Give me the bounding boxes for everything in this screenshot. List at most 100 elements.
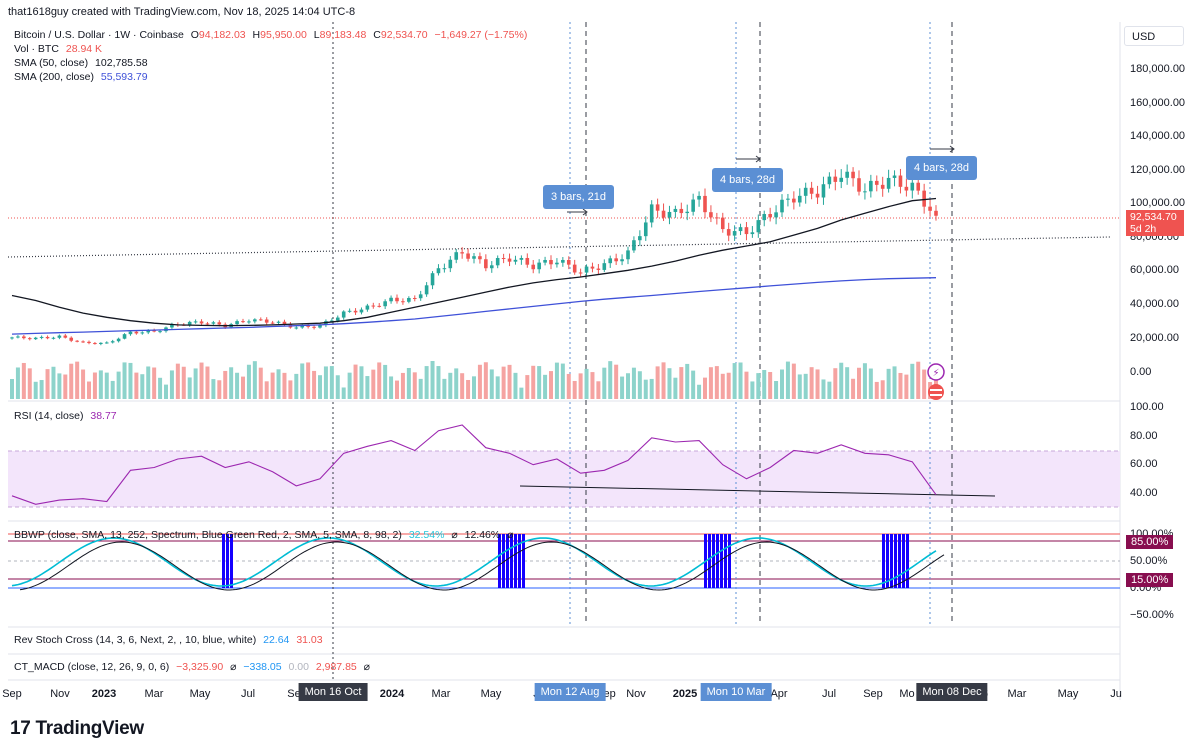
volume-bar: [501, 366, 506, 399]
ctmacd-value-1: −3,325.90: [176, 661, 224, 673]
candle-body: [51, 337, 56, 339]
volume-bar: [27, 368, 32, 399]
volume-bar: [596, 381, 601, 399]
price-tick: 180,000.00: [1130, 63, 1186, 75]
price-tick: 20,000.00: [1130, 332, 1179, 344]
candle-body: [513, 259, 518, 262]
rsi-band: [8, 451, 1120, 507]
open-label: O: [190, 29, 199, 41]
time-crosshair-label: Mon 08 Dec: [916, 683, 988, 701]
volume-bar: [205, 366, 210, 399]
candle-body: [792, 198, 796, 203]
symbol-legend[interactable]: Bitcoin / U.S. Dollar · 1W · Coinbase O9…: [14, 29, 527, 41]
candle-body: [430, 273, 435, 286]
candle-body: [300, 325, 305, 328]
bars-annotation[interactable]: 3 bars, 21d: [543, 185, 615, 209]
candle-body: [75, 340, 79, 342]
candle-body: [507, 258, 512, 262]
time-crosshair-label: Mon 16 Oct: [298, 683, 368, 701]
rsi-tick: 100.00: [1130, 401, 1164, 413]
candle-body: [104, 342, 109, 344]
price-tick: 60,000.00: [1130, 264, 1179, 276]
time-label: Sep: [2, 688, 22, 700]
flag-icon[interactable]: [928, 384, 944, 400]
candle-body: [732, 231, 737, 236]
revstoch-legend[interactable]: Rev Stoch Cross (14, 3, 6, Next, 2, , 10…: [14, 634, 323, 646]
volume-bar: [252, 361, 257, 399]
rsi-trendline: [519, 485, 996, 497]
lightning-icon[interactable]: [927, 363, 945, 381]
candle-body: [211, 322, 216, 324]
candle-body: [922, 190, 926, 207]
bbwp-extreme-bar: [712, 534, 715, 588]
time-label: Apr: [770, 688, 788, 700]
volume-bar: [620, 376, 625, 399]
vol-value: 28.94 K: [65, 43, 103, 55]
candle-body: [294, 327, 299, 329]
volume-bar: [614, 364, 619, 399]
volume-bar: [276, 369, 281, 399]
bbwp-extreme-bar: [510, 534, 513, 588]
candle-body: [27, 338, 32, 340]
time-crosshair-label: Mon 10 Mar: [700, 683, 772, 701]
candle-body: [484, 259, 488, 269]
sma200-legend[interactable]: SMA (200, close) 55,593.79: [14, 71, 148, 83]
candle-body: [335, 317, 340, 321]
volume-bar: [637, 371, 642, 399]
candle-body: [63, 335, 68, 338]
time-label: Nov: [50, 688, 70, 700]
bbwp-legend[interactable]: BBWP (close, SMA, 13, 252, Spectrum, Blu…: [14, 529, 513, 541]
volume-bar: [406, 367, 411, 399]
bbwp-extreme-bar: [886, 534, 889, 588]
volume-bar: [815, 369, 820, 399]
bbwp-high-tag: 85.00%: [1126, 535, 1174, 549]
volume-bar: [134, 372, 139, 399]
volume-bar: [270, 372, 275, 399]
price-tick: 120,000.00: [1130, 164, 1186, 176]
currency-selector[interactable]: USD: [1124, 26, 1184, 46]
candle-body: [389, 297, 393, 302]
candle-body: [495, 257, 500, 266]
bars-annotation[interactable]: 4 bars, 28d: [712, 168, 784, 192]
volume-bar: [803, 373, 808, 399]
bbwp-extreme-bar: [898, 534, 901, 588]
time-label: May: [480, 688, 502, 700]
bbwp-extreme-bar: [724, 534, 727, 588]
candle-body: [537, 262, 541, 270]
sma200-line: [11, 277, 937, 335]
volume-bar: [223, 370, 228, 399]
tradingview-logo[interactable]: 17 TradingView: [10, 718, 144, 740]
volume-bar: [21, 362, 26, 399]
volume-legend[interactable]: Vol · BTC 28.94 K: [14, 43, 102, 55]
candle-body: [851, 171, 855, 179]
candle-body: [478, 256, 482, 260]
bbwp-extreme-bar: [716, 534, 719, 588]
bbwp-extreme-bar: [728, 534, 731, 588]
volume-bar: [365, 376, 370, 399]
volume-bar: [643, 379, 648, 399]
candle-body: [821, 184, 826, 198]
bbwp-ma-line: [19, 541, 945, 591]
volume-bar: [554, 362, 559, 399]
candle-body: [306, 325, 310, 327]
candle-body: [395, 297, 399, 302]
bars-annotation[interactable]: 4 bars, 28d: [906, 156, 978, 180]
change-value: −1,649.27 (−1.75%): [434, 29, 528, 41]
rsi-tick: 60.00: [1130, 458, 1158, 470]
ctmacd-legend[interactable]: CT_MACD (close, 12, 26, 9, 0, 6) −3,325.…: [14, 661, 370, 673]
candle-body: [460, 252, 464, 254]
sma50-legend[interactable]: SMA (50, close) 102,785.58: [14, 57, 148, 69]
volume-bar: [430, 361, 435, 399]
volume-bar: [667, 368, 672, 399]
rsi-legend[interactable]: RSI (14, close) 38.77: [14, 410, 117, 422]
high-value: 95,950.00: [260, 29, 307, 41]
bbwp-line: [11, 537, 937, 587]
volume-bar: [389, 376, 394, 399]
candle-body: [128, 331, 133, 335]
close-label: C: [373, 29, 381, 41]
candle-body: [170, 324, 174, 328]
time-label: Jul: [240, 688, 256, 700]
candle-body: [466, 253, 470, 259]
volume-bar: [318, 375, 322, 399]
